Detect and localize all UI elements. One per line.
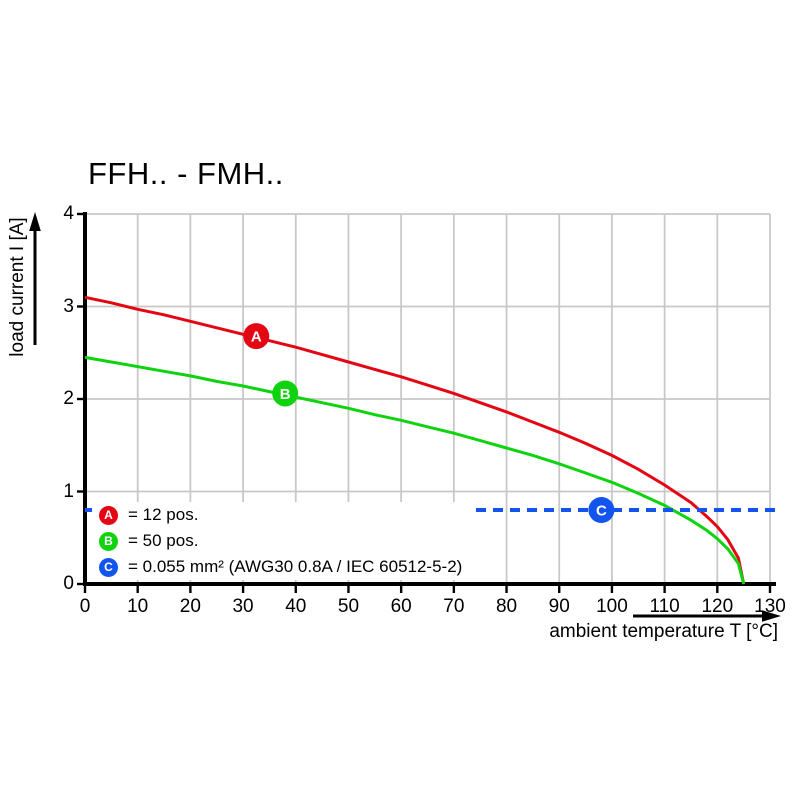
legend-label: = 50 pos. [128,531,199,550]
legend-marker-A-icon: A [99,505,118,525]
y-tick-label: 2 [63,388,74,409]
legend: A = 12 pos. B = 50 pos. C = 0.055 mm² (AWG30 … [92,502,472,580]
curve-marker-letter: A [251,329,262,346]
x-tick-label: 20 [179,596,201,617]
legend-marker-C-icon: C [99,557,118,577]
legend-row-B: B = 50 pos. [92,528,472,554]
x-tick-label: 30 [232,596,254,617]
x-tick-label: 130 [754,596,786,617]
legend-row-A: A = 12 pos. [92,502,472,528]
x-tick-label: 40 [285,596,307,617]
legend-marker-B-icon: B [99,531,118,551]
curve-marker-letter: B [280,386,291,403]
y-axis-arrow-icon [29,212,41,345]
legend-label: = 12 pos. [128,505,199,524]
x-tick-label: 10 [127,596,149,617]
legend-row-C: C = 0.055 mm² (AWG30 0.8A / IEC 60512-5-2… [92,554,472,580]
axes [77,212,776,593]
x-tick-label: 70 [443,596,465,617]
x-tick-label: 50 [337,596,360,617]
curve-A [84,295,746,585]
x-tick-label: 120 [701,596,734,617]
x-axis-line [83,582,776,586]
y-tick-label: 3 [63,295,74,317]
x-tick-label: 60 [390,596,412,617]
x-tick-label: 100 [596,596,628,617]
y-tick-label: 0 [63,573,74,594]
x-axis-title: ambient temperature T [°C] [549,621,778,642]
x-tick-label: 90 [548,596,570,617]
chart-title: FFH.. - FMH.. [88,156,284,191]
x-tick-label: 0 [79,596,91,617]
y-tick-label: 1 [63,480,74,502]
x-tick-label: 80 [495,596,518,617]
curve-B [84,355,746,585]
legend-label: = 0.055 mm² (AWG30 0.8A / IEC 60512-5-2) [128,557,463,576]
curve-marker-C [588,497,615,523]
curve-marker-A [243,323,270,350]
curve-marker-B [272,380,299,407]
curve-marker-letter: C [596,502,607,519]
x-axis-arrow-icon [633,610,781,622]
x-tick-label: 110 [649,596,680,617]
curve-markers: A B C [243,323,615,523]
y-tick-label: 4 [63,203,74,224]
